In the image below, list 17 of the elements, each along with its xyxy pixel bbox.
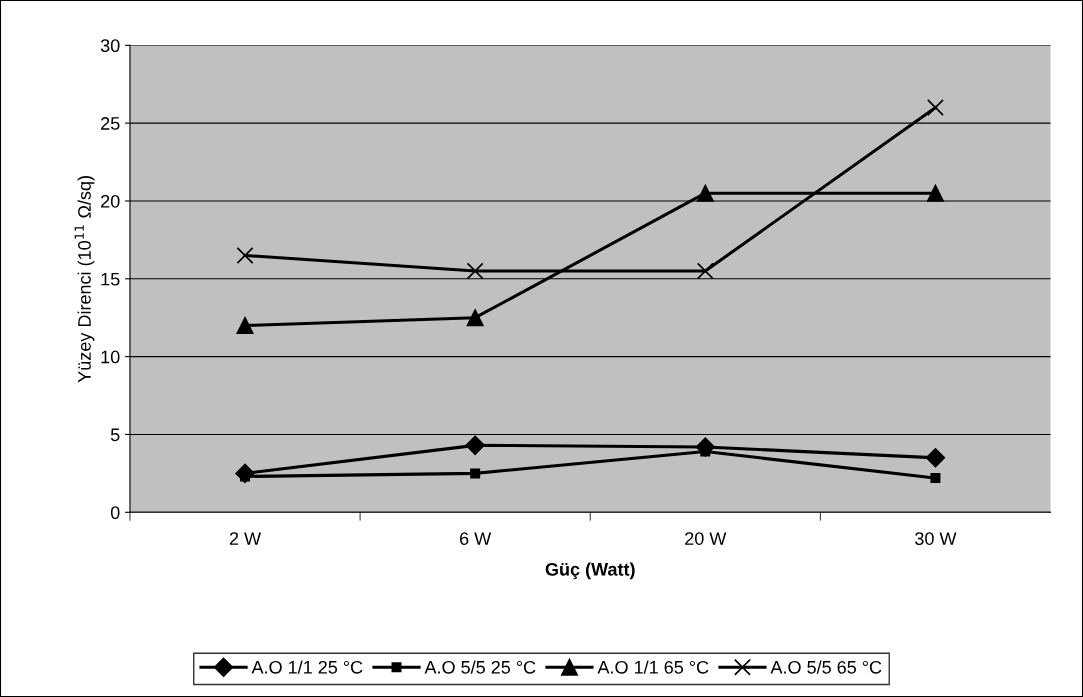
legend-label: A.O 5/5 65 °C (770, 660, 882, 674)
y-tick-label: 5 (110, 428, 120, 442)
y-tick-label: 0 (110, 506, 120, 520)
x-axis-title: Güç (Watt) (545, 562, 635, 580)
legend-label: A.O 5/5 25 °C (424, 660, 536, 674)
legend-label: A.O 1/1 65 °C (597, 660, 709, 674)
y-tick-label: 30 (100, 39, 120, 53)
x-tick-label: 6 W (460, 532, 492, 545)
x-tick-label: 20 W (685, 532, 727, 545)
x-tick-label: 30 W (915, 532, 957, 545)
y-tick-label: 15 (101, 272, 120, 286)
x-tick-label: 2 W (229, 532, 262, 545)
y-tick-label: 25 (101, 117, 120, 130)
y-tick-label: 10 (101, 350, 120, 364)
y-tick-label: 20 (101, 194, 120, 208)
legend-label: A.O 1/1 25 °C (251, 660, 363, 674)
y-axis-title: Yüzey Direnci (10$^{11}$ Ω/sq) (74, 176, 95, 383)
